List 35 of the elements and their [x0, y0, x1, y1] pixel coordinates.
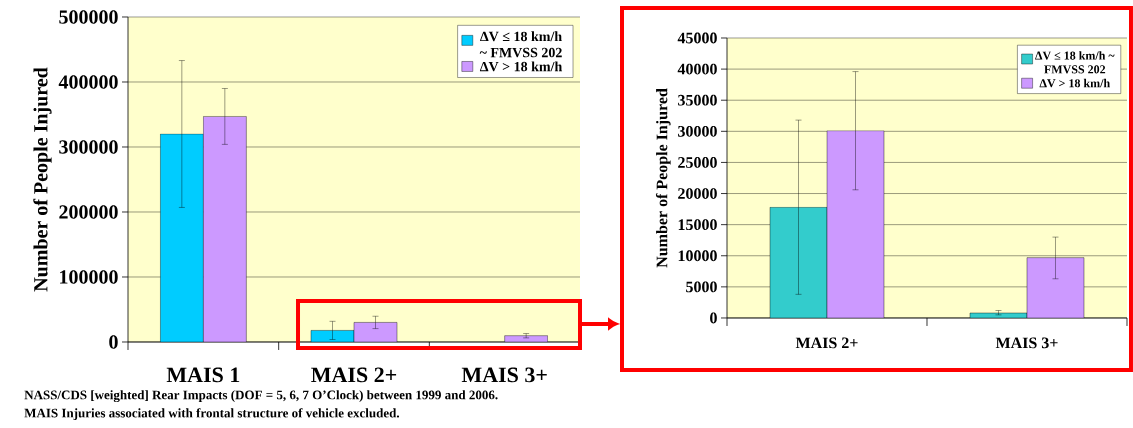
- bar: [203, 116, 247, 342]
- x-tick-label: MAIS 1: [166, 367, 240, 383]
- bar: [353, 322, 398, 342]
- legend-label: ΔV > 18 km/h: [1039, 78, 1110, 88]
- y-tick-label: 400000: [58, 75, 118, 89]
- y-tick-label: 500000: [59, 10, 118, 24]
- y-tick-label: 25000: [678, 157, 717, 168]
- y-tick-label: 200000: [59, 205, 118, 219]
- bar: [504, 335, 548, 342]
- y-tick-label: 30000: [678, 125, 717, 137]
- y-tick-label: 45000: [677, 32, 717, 44]
- y-tick-label: 20000: [678, 188, 717, 199]
- legend-label: ΔV ≤ 18 km/h ~ FMVSS 202: [1035, 51, 1115, 74]
- legend-label: ΔV > 18 km/h: [479, 61, 563, 72]
- y-tick-label: 35000: [678, 94, 717, 106]
- bar: [826, 130, 885, 318]
- text: NASS/CDS [weighted] Rear Impacts (DOF = 5, 6, 7 O’Clock) between 1999 and 2006.: [24, 390, 498, 403]
- legend-label: ΔV ≤ 18 km/h ~ FMVSS 202: [479, 31, 562, 58]
- y-tick-label: 100000: [60, 270, 118, 284]
- x-tick-label: MAIS 2+: [795, 337, 858, 349]
- bar: [969, 312, 1028, 318]
- y-axis-title: Number of People Injured: [655, 88, 671, 268]
- bar: [1026, 257, 1085, 318]
- y-tick-label: 300000: [59, 140, 118, 154]
- x-tick-label: MAIS 3+: [461, 367, 547, 383]
- y-tick-label: 40000: [677, 63, 717, 75]
- y-tick-label: 5000: [686, 281, 717, 293]
- y-tick-label: 0: [109, 335, 118, 349]
- y-tick-label: 10000: [678, 250, 717, 262]
- x-tick-label: MAIS 3+: [995, 337, 1058, 349]
- y-axis-title: Number of People Injured: [33, 67, 52, 292]
- y-tick-label: 15000: [678, 219, 717, 231]
- x-tick-label: MAIS 2+: [311, 367, 397, 383]
- y-tick-label: 0: [710, 312, 717, 324]
- text: MAIS Injuries associated with frontal structure of vehicle excluded.: [24, 408, 400, 421]
